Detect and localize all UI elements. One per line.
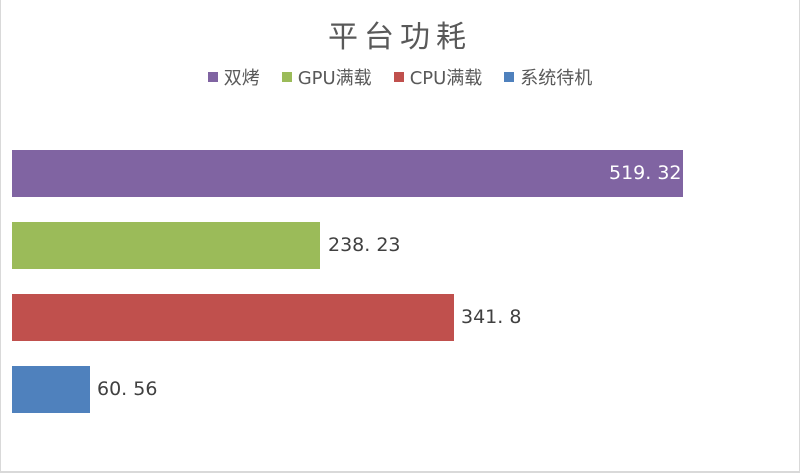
value-label-cpu-full-load: 341. 8 <box>461 306 522 328</box>
bar-system-idle <box>12 366 90 413</box>
value-label-system-idle: 60. 56 <box>97 378 158 400</box>
legend-item-gpu-full-load: GPU满载 <box>281 64 372 90</box>
legend-swatch-green <box>281 72 292 82</box>
bar-dual-stress <box>12 150 683 197</box>
chart-title: 平台功耗 <box>328 20 472 55</box>
legend-item-system-idle: 系统待机 <box>504 64 592 90</box>
legend-item-cpu-full-load: CPU满载 <box>393 64 483 90</box>
legend-swatch-purple <box>207 72 218 82</box>
bar-cpu-full-load <box>12 294 454 341</box>
chart-legend: 双烤 GPU满载 CPU满载 系统待机 <box>0 64 800 90</box>
legend-swatch-red <box>393 72 404 82</box>
value-label-gpu-full-load: 238. 23 <box>328 234 401 256</box>
legend-label: 系统待机 <box>520 68 593 89</box>
legend-label: GPU满载 <box>297 68 372 89</box>
legend-label: 双烤 <box>223 68 260 89</box>
legend-item-dual-stress: 双烤 <box>207 64 260 90</box>
legend-label: CPU满载 <box>409 68 483 89</box>
bar-gpu-full-load <box>12 222 320 269</box>
legend-swatch-blue <box>504 72 515 82</box>
value-label-dual-stress: 519. 32 <box>609 162 682 184</box>
